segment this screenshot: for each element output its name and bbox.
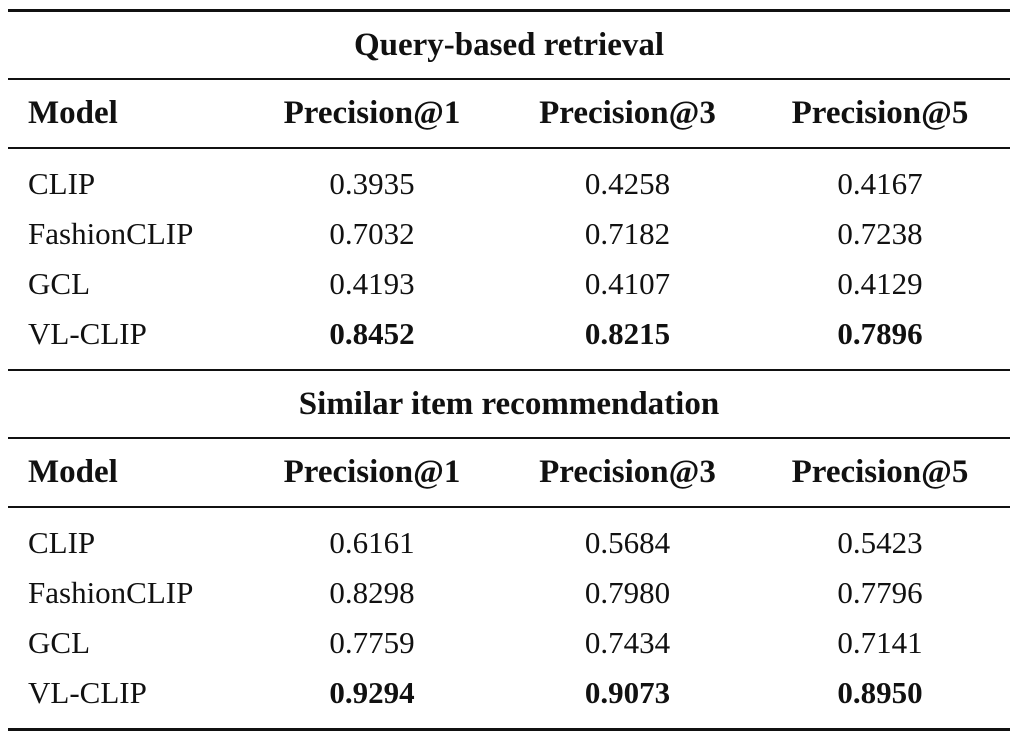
best-precision-at-5-value: 0.7896 [837, 316, 923, 351]
header-rule [8, 147, 1010, 149]
model-name: CLIP [28, 166, 96, 201]
section-title-similar-item-recommendation: Similar item recommendation [298, 385, 720, 422]
header-rule [8, 506, 1010, 508]
table-body: CLIP 0.6161 0.5684 0.5423 FashionCLIP 0.… [8, 508, 1010, 728]
precision-at-5-value: 0.7796 [837, 575, 923, 610]
header-precision-at-5: Precision@5 [791, 95, 969, 131]
best-precision-at-1-value: 0.8452 [329, 316, 415, 351]
precision-at-1-value: 0.7032 [329, 216, 415, 251]
header-precision-at-5: Precision@5 [791, 454, 969, 490]
model-name: FashionCLIP [28, 575, 194, 610]
header-row: Model Precision@1 Precision@3 Precision@… [8, 439, 1010, 506]
table-row: VL-CLIP 0.8452 0.8215 0.7896 [8, 309, 1010, 359]
precision-at-5-value: 0.5423 [837, 525, 923, 560]
results-table: Query-based retrieval Model Precision@1 … [8, 9, 1010, 731]
table-row: FashionCLIP 0.8298 0.7980 0.7796 [8, 568, 1010, 618]
precision-at-3-value: 0.5684 [584, 525, 671, 560]
table-row: FashionCLIP 0.7032 0.7182 0.7238 [8, 209, 1010, 259]
section-rule [8, 78, 1010, 80]
table-row: GCL 0.7759 0.7434 0.7141 [8, 618, 1010, 668]
best-precision-at-3-value: 0.8215 [584, 316, 671, 351]
model-name: CLIP [28, 525, 96, 560]
table-row: VL-CLIP 0.9294 0.9073 0.8950 [8, 668, 1010, 718]
model-name: FashionCLIP [28, 216, 194, 251]
model-name: GCL [28, 266, 90, 301]
header-precision-at-1: Precision@1 [283, 95, 461, 131]
precision-at-5-value: 0.7238 [837, 216, 923, 251]
precision-at-3-value: 0.7434 [584, 625, 671, 660]
precision-at-3-value: 0.7980 [584, 575, 671, 610]
table-body: CLIP 0.3935 0.4258 0.4167 FashionCLIP 0.… [8, 149, 1010, 369]
model-name: VL-CLIP [28, 316, 147, 351]
model-name: GCL [28, 625, 90, 660]
best-precision-at-3-value: 0.9073 [584, 675, 671, 710]
section-title-query-based-retrieval: Query-based retrieval [353, 26, 665, 63]
header-precision-at-1: Precision@1 [283, 454, 461, 490]
header-model: Model [28, 454, 118, 490]
precision-at-5-value: 0.7141 [837, 625, 923, 660]
section-rule [8, 437, 1010, 439]
bottom-rule [8, 728, 1010, 731]
table-row: GCL 0.4193 0.4107 0.4129 [8, 259, 1010, 309]
best-precision-at-1-value: 0.9294 [329, 675, 415, 710]
header-precision-at-3: Precision@3 [539, 454, 716, 490]
precision-at-5-value: 0.4167 [837, 166, 923, 201]
precision-at-1-value: 0.6161 [329, 525, 415, 560]
precision-at-1-value: 0.3935 [329, 166, 415, 201]
header-precision-at-3: Precision@3 [539, 95, 716, 131]
precision-at-1-value: 0.7759 [329, 625, 415, 660]
precision-at-1-value: 0.8298 [329, 575, 415, 610]
best-precision-at-5-value: 0.8950 [837, 675, 923, 710]
precision-at-3-value: 0.4258 [584, 166, 671, 201]
section-divider-rule [8, 369, 1010, 371]
top-rule [8, 9, 1010, 12]
precision-at-3-value: 0.4107 [584, 266, 671, 301]
model-name: VL-CLIP [28, 675, 147, 710]
precision-at-3-value: 0.7182 [584, 216, 671, 251]
precision-at-5-value: 0.4129 [837, 266, 923, 301]
table-row: CLIP 0.6161 0.5684 0.5423 [8, 518, 1010, 568]
header-model: Model [28, 95, 118, 131]
precision-at-1-value: 0.4193 [329, 266, 415, 301]
header-row: Model Precision@1 Precision@3 Precision@… [8, 80, 1010, 147]
table-row: CLIP 0.3935 0.4258 0.4167 [8, 159, 1010, 209]
